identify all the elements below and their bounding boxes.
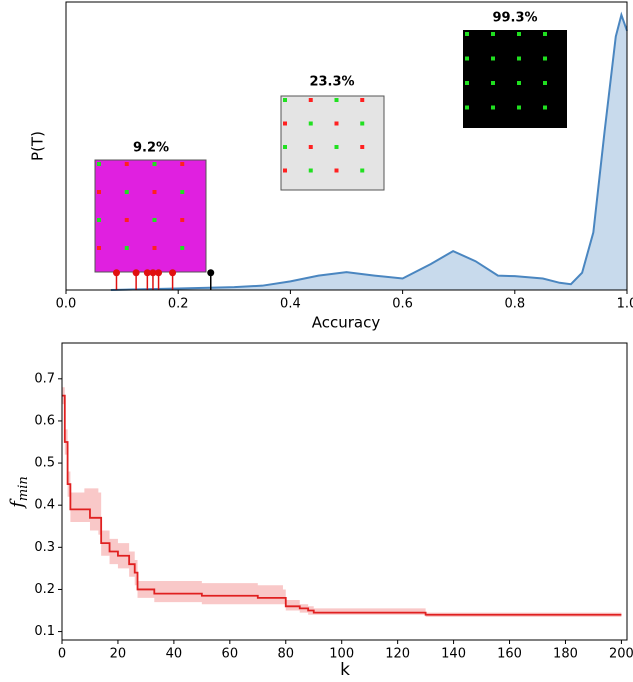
inset-dot: [335, 169, 339, 173]
inset-dot: [97, 190, 101, 194]
inset-dot: [283, 145, 287, 149]
x-tick-label: 20: [110, 647, 127, 662]
inset-dot: [97, 246, 101, 250]
x-tick-label: 60: [222, 647, 239, 662]
inset-dot: [491, 32, 495, 36]
y-tick-label: 0.6: [34, 413, 55, 428]
inset-dot: [517, 32, 521, 36]
inset-dot: [153, 246, 157, 250]
inset-dot: [491, 81, 495, 85]
x-tick-label: 180: [553, 647, 578, 662]
x-tick-label: 0.0: [56, 297, 77, 312]
inset-image: [95, 160, 206, 272]
inset-dot: [465, 81, 469, 85]
figure: 9.2% 23.3% 99.3% Accuracy P(T) k fmin 0.…: [0, 0, 633, 682]
y-axis-label: P(T): [29, 131, 47, 161]
x-tick-label: 200: [609, 647, 633, 662]
inset-dot: [283, 122, 287, 126]
x-axis-label: k: [340, 660, 350, 680]
inset-dot: [517, 106, 521, 110]
x-tick-label: 0: [58, 647, 66, 662]
inset-dot: [97, 218, 101, 222]
stem-head: [207, 269, 214, 276]
inset-dot: [283, 98, 287, 102]
inset-dot: [335, 98, 339, 102]
inset-dot: [543, 106, 547, 110]
inset-dot: [125, 218, 129, 222]
inset-dot: [309, 145, 313, 149]
x-tick-label: 140: [441, 647, 466, 662]
inset-dot: [335, 145, 339, 149]
stem-head: [155, 269, 162, 276]
annotation: 99.3%: [492, 11, 537, 26]
inset-dot: [125, 162, 129, 166]
inset-dot: [517, 81, 521, 85]
x-tick-label: 0.2: [168, 297, 189, 312]
inset-dot: [465, 106, 469, 110]
inset-dot: [125, 190, 129, 194]
inset-dot: [125, 246, 129, 250]
inset-dot: [283, 169, 287, 173]
inset-dot: [309, 122, 313, 126]
inset-dot: [360, 122, 364, 126]
annotation: 9.2%: [133, 141, 169, 156]
stem-head: [133, 269, 140, 276]
x-tick-label: 100: [329, 647, 354, 662]
stem-head: [169, 269, 176, 276]
inset-dot: [465, 57, 469, 61]
stem-head: [113, 269, 120, 276]
annotation: 23.3%: [309, 75, 354, 90]
inset-dot: [153, 190, 157, 194]
inset-dot: [335, 122, 339, 126]
inset-dot: [360, 145, 364, 149]
x-tick-label: 120: [385, 647, 410, 662]
inset-dot: [309, 169, 313, 173]
x-tick-label: 160: [497, 647, 522, 662]
x-axis-label: Accuracy: [312, 314, 381, 332]
x-tick-label: 0.8: [504, 297, 525, 312]
inset-dot: [97, 162, 101, 166]
x-tick-label: 80: [277, 647, 294, 662]
inset-dot: [491, 106, 495, 110]
inset-dot: [309, 98, 313, 102]
inset-image: [281, 96, 384, 190]
x-tick-label: 0.4: [280, 297, 301, 312]
inset-dot: [465, 32, 469, 36]
y-tick-label: 0.4: [34, 498, 55, 513]
y-tick-label: 0.1: [34, 624, 55, 639]
inset-dot: [491, 57, 495, 61]
inset-dot: [360, 169, 364, 173]
error-band: [62, 387, 621, 617]
y-tick-label: 0.2: [34, 582, 55, 597]
x-tick-label: 40: [166, 647, 183, 662]
inset-dot: [360, 98, 364, 102]
inset-dot: [153, 218, 157, 222]
inset-dot: [153, 162, 157, 166]
y-tick-label: 0.3: [34, 540, 55, 555]
inset-dot: [180, 190, 184, 194]
inset-dot: [517, 57, 521, 61]
inset-dot: [543, 57, 547, 61]
inset-dot: [543, 81, 547, 85]
x-tick-label: 1.0: [617, 297, 633, 312]
x-tick-label: 0.6: [392, 297, 413, 312]
y-label-sub: min: [16, 476, 31, 501]
inset-dot: [543, 32, 547, 36]
y-axis-label: fmin: [7, 476, 31, 510]
y-tick-label: 0.5: [34, 456, 55, 471]
inset-image: [463, 30, 567, 128]
inset-dot: [180, 218, 184, 222]
inset-dot: [180, 162, 184, 166]
y-tick-label: 0.7: [34, 371, 55, 386]
inset-dot: [180, 246, 184, 250]
